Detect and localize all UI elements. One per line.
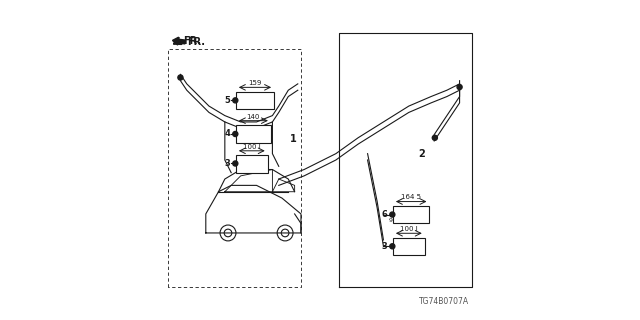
Text: 9: 9 bbox=[388, 219, 392, 223]
Circle shape bbox=[233, 132, 238, 137]
Text: 140: 140 bbox=[246, 114, 260, 120]
Bar bbox=[236, 125, 271, 142]
Text: TG74B0707A: TG74B0707A bbox=[419, 297, 469, 306]
Text: 100 l: 100 l bbox=[243, 144, 260, 150]
Circle shape bbox=[233, 161, 238, 166]
Text: 100 l: 100 l bbox=[400, 226, 418, 232]
Circle shape bbox=[233, 98, 238, 103]
Text: 159: 159 bbox=[248, 80, 262, 86]
Circle shape bbox=[390, 244, 395, 249]
Text: 6: 6 bbox=[381, 210, 387, 219]
Circle shape bbox=[457, 84, 462, 90]
Text: FR.: FR. bbox=[188, 37, 205, 47]
Text: 2: 2 bbox=[418, 149, 425, 159]
Bar bbox=[393, 206, 429, 223]
FancyArrow shape bbox=[173, 37, 186, 45]
Text: FR.: FR. bbox=[184, 36, 202, 46]
Text: 164 5: 164 5 bbox=[401, 195, 421, 200]
Text: 1: 1 bbox=[290, 134, 296, 144]
Text: 3: 3 bbox=[225, 159, 230, 168]
Circle shape bbox=[390, 212, 395, 217]
Circle shape bbox=[432, 135, 437, 140]
Circle shape bbox=[178, 75, 183, 80]
Text: 5: 5 bbox=[225, 96, 230, 105]
Text: 3: 3 bbox=[381, 242, 387, 251]
Bar bbox=[236, 92, 274, 109]
Bar bbox=[236, 155, 268, 173]
Bar bbox=[393, 238, 425, 255]
Text: 4: 4 bbox=[225, 129, 230, 138]
